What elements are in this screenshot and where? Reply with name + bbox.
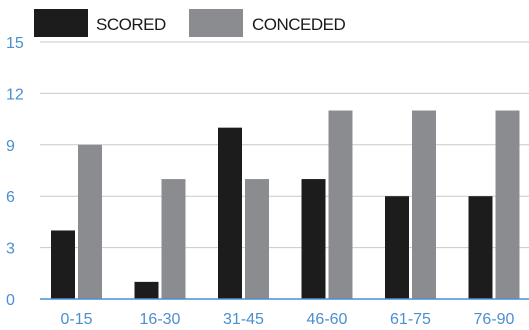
x-tick-label: 0-15 xyxy=(60,311,92,328)
x-tick-label: 61-75 xyxy=(390,311,431,328)
bar-conceded-76-90 xyxy=(496,111,520,299)
y-tick-label: 6 xyxy=(6,189,15,206)
bar-scored-76-90 xyxy=(469,196,493,299)
bar-conceded-0-15 xyxy=(78,145,102,299)
bar-scored-61-75 xyxy=(385,196,409,299)
bar-scored-46-60 xyxy=(302,179,326,299)
x-tick-label: 16-30 xyxy=(140,311,181,328)
y-tick-label: 3 xyxy=(6,241,15,258)
bars xyxy=(51,111,520,299)
legend-label-scored: SCORED xyxy=(96,15,166,34)
bar-conceded-61-75 xyxy=(412,111,436,299)
bar-scored-0-15 xyxy=(51,230,75,299)
bar-conceded-16-30 xyxy=(162,179,186,299)
bar-conceded-46-60 xyxy=(329,111,353,299)
legend-label-conceded: CONCEDED xyxy=(252,15,346,34)
bar-conceded-31-45 xyxy=(245,179,269,299)
y-tick-label: 12 xyxy=(6,86,24,103)
y-tick-label: 0 xyxy=(6,292,15,309)
legend-swatch-scored xyxy=(34,9,88,37)
legend-swatch-conceded xyxy=(189,9,243,37)
y-tick-label: 15 xyxy=(6,35,24,52)
bar-scored-16-30 xyxy=(135,282,159,299)
bar-scored-31-45 xyxy=(218,128,242,299)
x-tick-label: 31-45 xyxy=(223,311,264,328)
y-tick-label: 9 xyxy=(6,138,15,155)
x-axis-ticks: 0-15 16-30 31-45 46-60 61-75 76-90 xyxy=(60,311,514,328)
x-tick-label: 76-90 xyxy=(474,311,515,328)
gridlines xyxy=(40,42,529,248)
y-axis-ticks: 0 3 6 9 12 15 xyxy=(6,35,24,309)
chart-legend: SCORED CONCEDED xyxy=(34,9,346,37)
x-tick-label: 46-60 xyxy=(307,311,348,328)
